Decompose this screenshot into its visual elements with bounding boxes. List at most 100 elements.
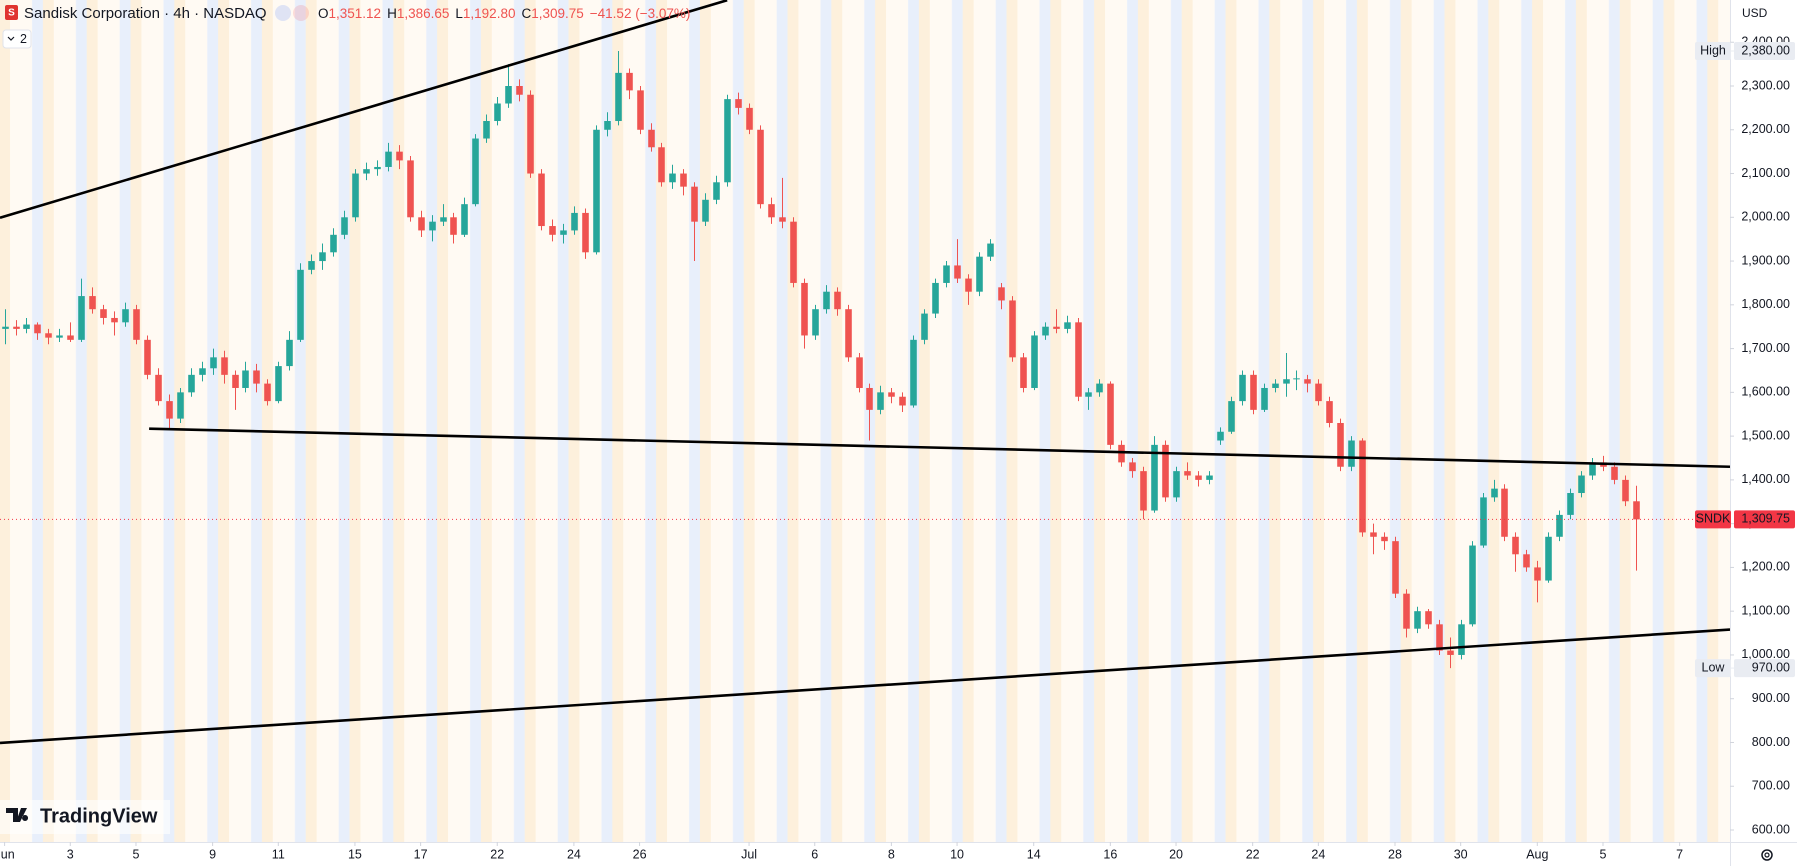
candle-body xyxy=(702,199,709,222)
candle-body xyxy=(658,147,665,183)
candle-body xyxy=(1611,466,1618,480)
candle-body xyxy=(2,326,9,329)
x-tick-label: 6 xyxy=(811,847,818,861)
candle-body xyxy=(724,99,731,183)
candle-body xyxy=(483,121,490,139)
candle-body xyxy=(450,217,457,235)
candle-body xyxy=(275,366,282,402)
candle-body xyxy=(713,182,720,200)
candle-body xyxy=(505,85,512,104)
settings-icon[interactable] xyxy=(1761,849,1773,861)
candle-body xyxy=(1140,471,1147,511)
candle-body xyxy=(1184,471,1191,476)
price-marker-value-bg xyxy=(1734,659,1795,678)
y-tick-label: 2,100.00 xyxy=(1741,166,1790,180)
candle-body xyxy=(23,324,30,329)
x-tick-label: 22 xyxy=(490,847,504,861)
price-marker-label: Low xyxy=(1702,660,1726,674)
candle-body xyxy=(593,129,600,253)
x-tick-label: 20 xyxy=(1169,847,1183,861)
candle-body xyxy=(1491,488,1498,498)
status-icon[interactable] xyxy=(293,5,309,21)
y-tick-label: 1,700.00 xyxy=(1741,341,1790,355)
y-tick-label: 1,400.00 xyxy=(1741,472,1790,486)
candle-body xyxy=(1250,374,1257,410)
x-tick-label: 28 xyxy=(1388,847,1402,861)
branding-text[interactable]: TradingView xyxy=(40,805,158,827)
price-marker-value: 1,309.75 xyxy=(1741,512,1790,526)
y-tick-label: 800.00 xyxy=(1752,735,1790,749)
ohlc-key: O xyxy=(318,6,329,21)
candle-body xyxy=(100,309,107,318)
x-tick-label: 17 xyxy=(414,847,428,861)
candle-body xyxy=(669,173,676,183)
candle-body xyxy=(746,107,753,130)
candle-body xyxy=(549,226,556,235)
candle-body xyxy=(418,217,425,231)
candle-body xyxy=(648,129,655,148)
x-tick-label: 26 xyxy=(633,847,647,861)
candle-body xyxy=(199,368,206,375)
candle-body xyxy=(1129,462,1136,472)
candle-body xyxy=(232,374,239,388)
candle-body xyxy=(1315,383,1322,402)
candle-body xyxy=(626,72,633,91)
symbol-icon xyxy=(5,5,18,20)
candle-body xyxy=(516,85,523,95)
y-tick-label: 2,200.00 xyxy=(1741,122,1790,136)
candle-body xyxy=(1359,440,1366,533)
candle-body xyxy=(560,230,567,235)
candle-body xyxy=(1162,444,1169,498)
candle-body xyxy=(111,317,118,323)
candle-body xyxy=(297,269,304,340)
currency-label[interactable]: USD xyxy=(1742,6,1768,20)
candle-body xyxy=(987,243,994,257)
candle-body xyxy=(188,374,195,393)
candle-body xyxy=(330,234,337,253)
candle-body xyxy=(943,265,950,283)
ohlc-key: L xyxy=(455,6,463,21)
candle-body xyxy=(604,121,611,130)
candle-body xyxy=(166,401,173,419)
candle-body xyxy=(866,387,873,410)
session-background xyxy=(0,0,1730,842)
x-tick-label: Jun xyxy=(0,847,15,861)
branding-bg xyxy=(0,800,170,834)
axes: 600.00 700.00 800.00 900.00 1,000.00 1,100.00… xyxy=(0,35,1795,861)
candle-body xyxy=(34,324,41,334)
candle-body xyxy=(1085,392,1092,397)
candle-body xyxy=(286,339,293,367)
candle-body xyxy=(319,252,326,262)
x-tick-label: 24 xyxy=(1311,847,1325,861)
candle-body xyxy=(1118,444,1125,463)
y-tick-label: 1,100.00 xyxy=(1741,603,1790,617)
candle-body xyxy=(801,282,808,336)
caret xyxy=(7,36,15,41)
candle-body xyxy=(812,309,819,336)
candle-body xyxy=(56,335,63,338)
x-tick-label: Jul xyxy=(741,847,757,861)
candle-body xyxy=(1326,401,1333,423)
indicator-count: 2 xyxy=(20,32,27,46)
candle-body xyxy=(494,103,501,122)
candle-body xyxy=(834,291,841,310)
branding-logo[interactable] xyxy=(6,808,29,822)
price-marker-value-bg xyxy=(1734,510,1795,529)
price-marker-value-bg xyxy=(1734,41,1795,60)
candle-body xyxy=(1283,379,1290,384)
candle-body xyxy=(1381,536,1388,542)
candle-body xyxy=(998,287,1005,301)
indicator-badge[interactable] xyxy=(2,29,32,49)
candle-body xyxy=(615,72,622,122)
chart-title[interactable]: Sandisk Corporation · 4h · NASDAQ xyxy=(24,5,267,22)
candle-body xyxy=(221,357,228,375)
candle-body xyxy=(407,160,414,218)
status-icon[interactable] xyxy=(275,5,291,21)
candle-body xyxy=(768,204,775,218)
candle-body xyxy=(1425,611,1432,625)
candle-body xyxy=(1173,471,1180,498)
candle-body xyxy=(1436,624,1443,651)
change-value: −41.52 (−3.07%) xyxy=(590,6,691,21)
